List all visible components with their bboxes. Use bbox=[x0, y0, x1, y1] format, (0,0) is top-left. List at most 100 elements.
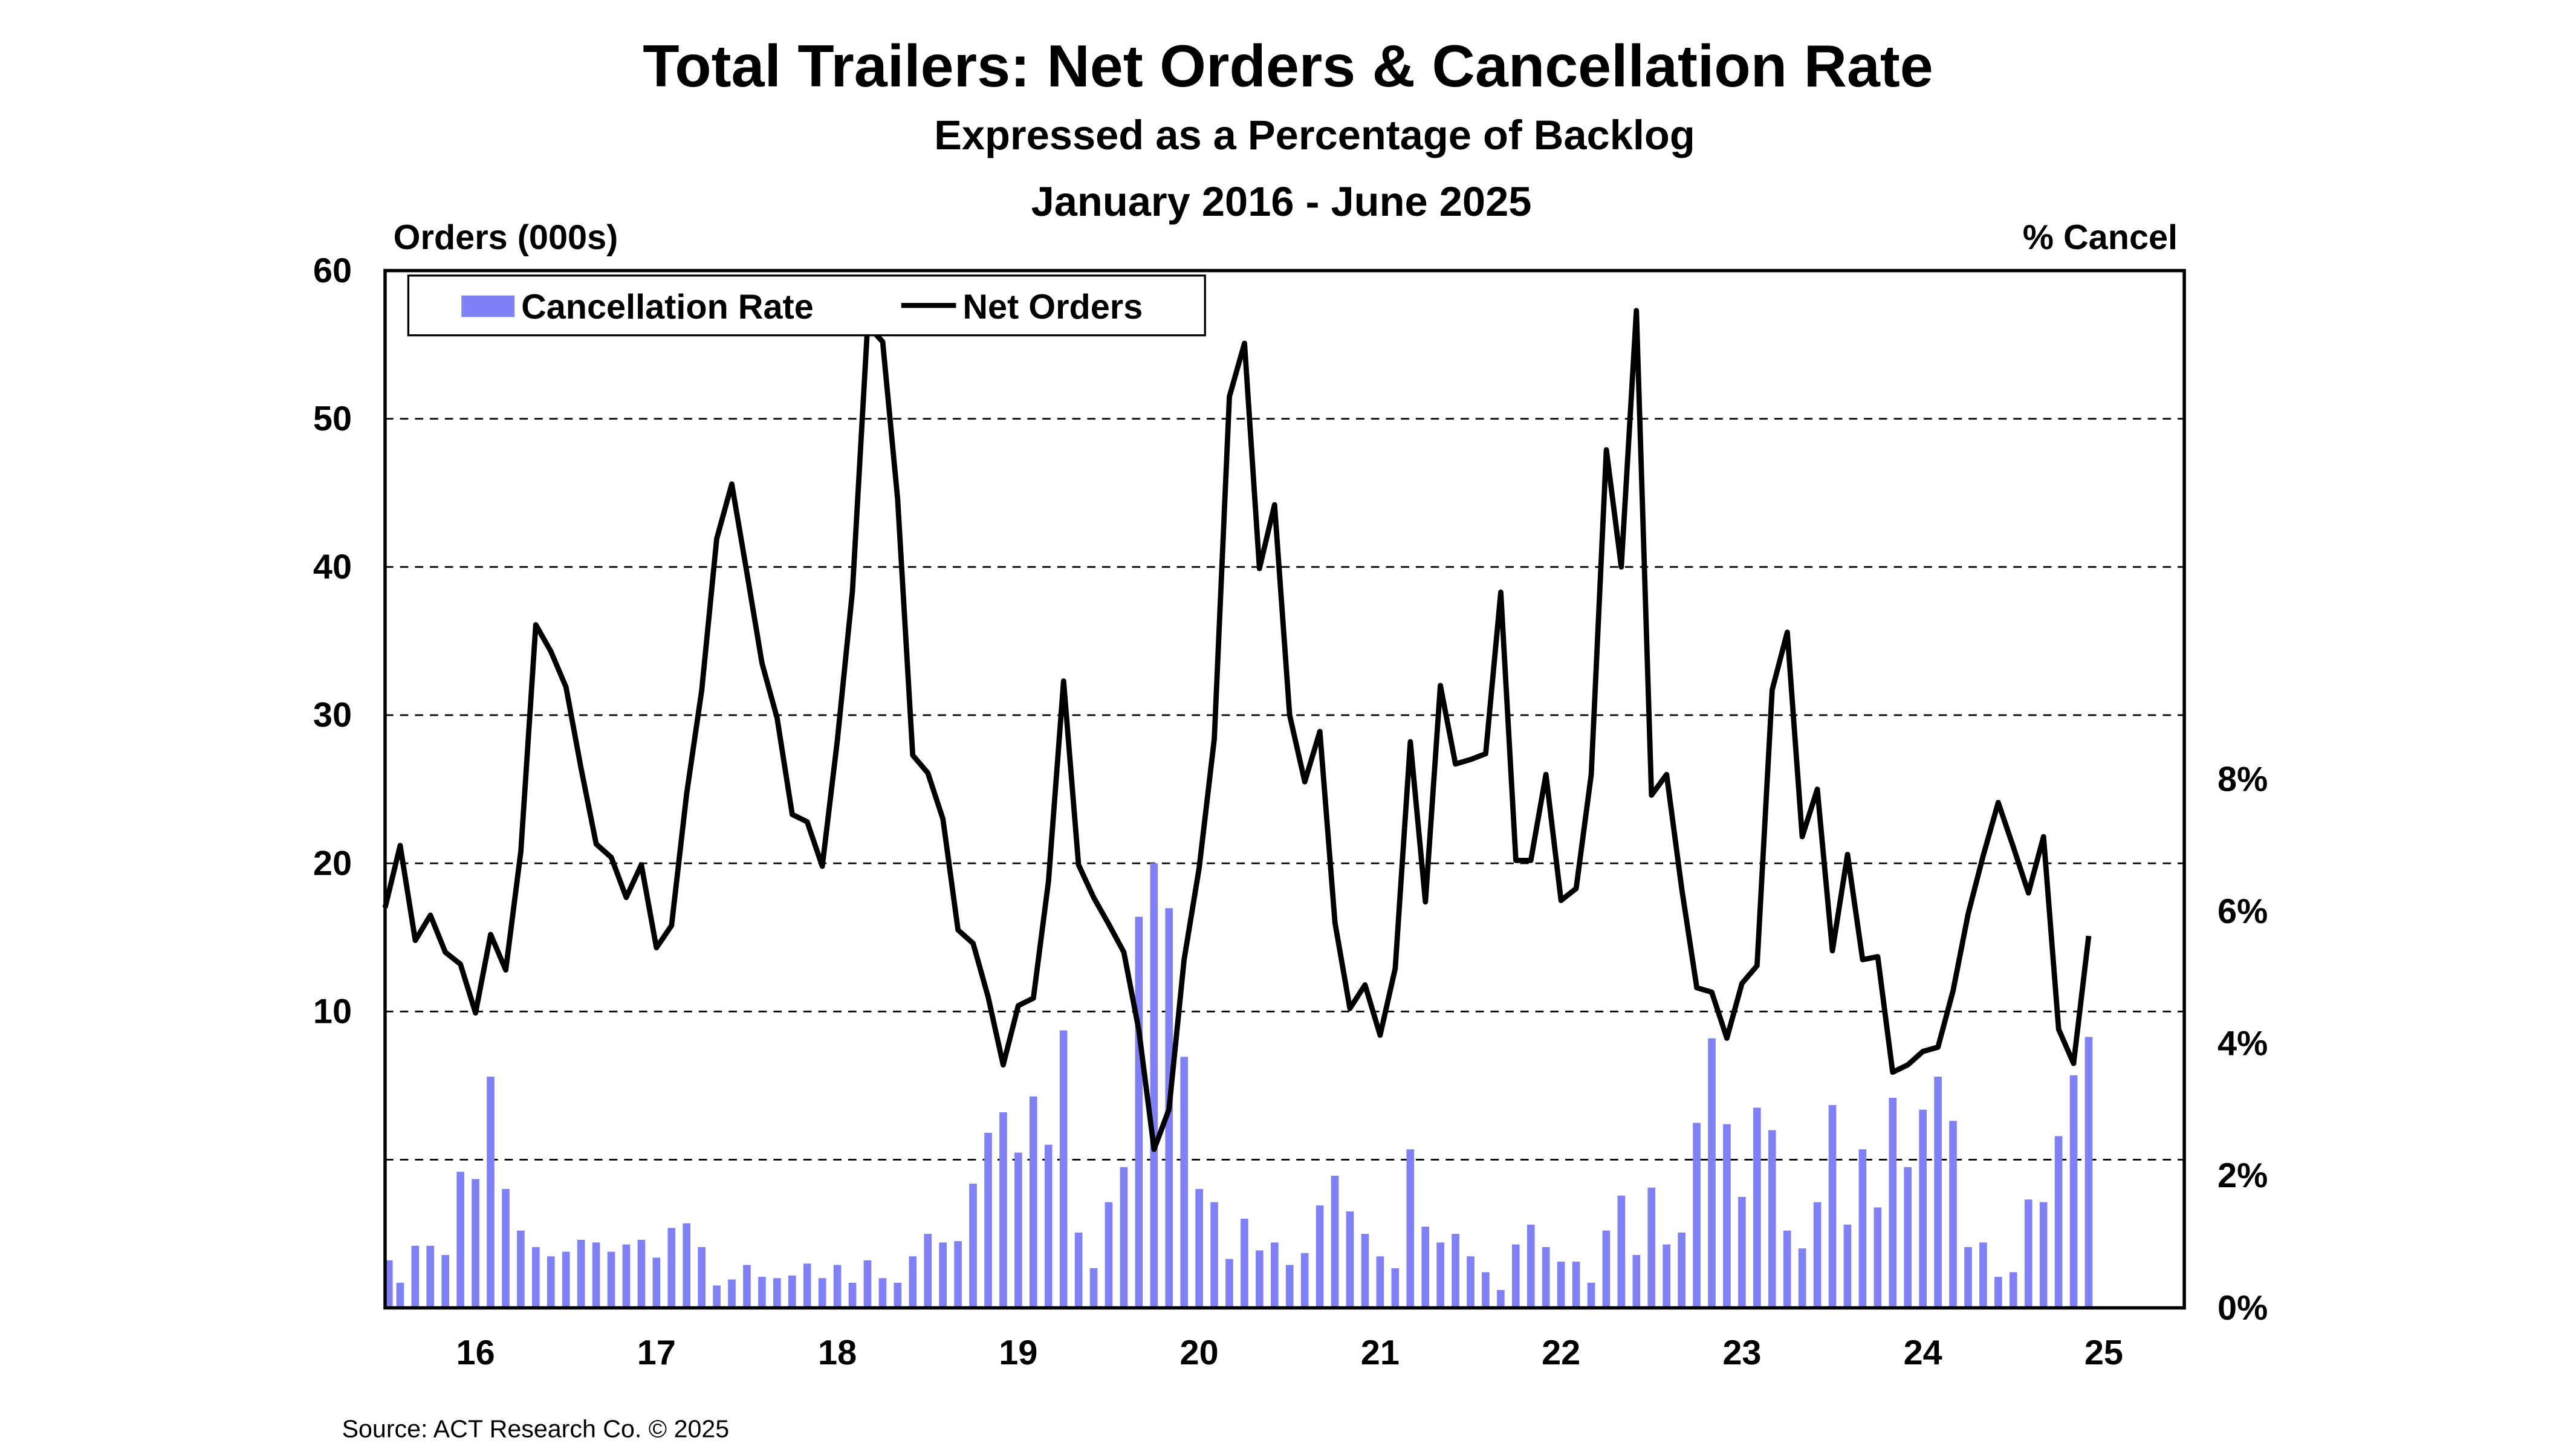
cancellation-rate-bar bbox=[1843, 1224, 1852, 1308]
right-tick-label: 8% bbox=[2218, 760, 2268, 799]
cancellation-rate-bar bbox=[1813, 1202, 1822, 1308]
cancellation-rate-bar bbox=[1376, 1256, 1384, 1308]
cancellation-rate-bar bbox=[1828, 1105, 1837, 1308]
cancellation-rate-bar bbox=[426, 1245, 435, 1308]
cancellation-rate-bar bbox=[833, 1265, 842, 1308]
x-tick-label: 17 bbox=[637, 1334, 676, 1372]
chart-subtitle: Expressed as a Percentage of Backlog bbox=[934, 112, 1695, 158]
cancellation-rate-bar bbox=[728, 1279, 736, 1308]
cancellation-rate-bar bbox=[683, 1223, 691, 1308]
cancellation-rate-bar bbox=[878, 1278, 887, 1308]
cancellation-rate-bar bbox=[622, 1244, 631, 1308]
cancellation-rate-bar bbox=[1361, 1234, 1369, 1308]
cancellation-rate-bar bbox=[1708, 1038, 1716, 1308]
cancellation-rate-bar bbox=[1467, 1256, 1475, 1308]
right-tick-label: 6% bbox=[2218, 892, 2268, 931]
left-tick-label: 10 bbox=[313, 992, 352, 1031]
cancellation-rate-bar bbox=[803, 1263, 811, 1308]
cancellation-rate-bar bbox=[1693, 1123, 1701, 1308]
cancellation-rate-bar bbox=[1542, 1246, 1550, 1308]
cancellation-rate-bar bbox=[652, 1257, 661, 1308]
cancellation-rate-bar bbox=[894, 1283, 902, 1308]
cancellation-rate-bar bbox=[1316, 1205, 1324, 1308]
cancellation-rate-bar bbox=[788, 1275, 796, 1308]
cancellation-rate-bar bbox=[1919, 1109, 1927, 1308]
cancellation-rate-bar bbox=[1150, 863, 1158, 1308]
cancellation-rate-bar bbox=[547, 1256, 555, 1308]
chart-title: Total Trailers: Net Orders & Cancellatio… bbox=[643, 33, 1933, 99]
x-tick-label: 24 bbox=[1904, 1334, 1942, 1372]
cancellation-rate-bar bbox=[1889, 1097, 1897, 1308]
gridlines bbox=[384, 418, 2185, 1161]
cancellation-rate-bar bbox=[1979, 1242, 1987, 1308]
cancellation-rate-bar bbox=[773, 1278, 781, 1308]
cancellation-rate-bar bbox=[411, 1245, 420, 1308]
right-tick-label: 4% bbox=[2218, 1025, 2268, 1063]
cancellation-rate-bars bbox=[384, 863, 2093, 1308]
cancellation-rate-bar bbox=[1120, 1167, 1128, 1308]
cancellation-rate-bar bbox=[1044, 1144, 1053, 1308]
cancellation-rate-bar bbox=[1074, 1232, 1083, 1308]
cancellation-rate-bar bbox=[502, 1188, 510, 1308]
cancellation-rate-bar bbox=[1497, 1290, 1505, 1308]
cancellation-rate-bar bbox=[472, 1179, 479, 1308]
cancellation-rate-bar bbox=[1331, 1175, 1339, 1308]
cancellation-rate-bar bbox=[1753, 1107, 1761, 1308]
x-tick-label: 19 bbox=[999, 1334, 1037, 1372]
cancellation-rate-bar bbox=[1105, 1202, 1113, 1308]
cancellation-rate-bar bbox=[1632, 1255, 1641, 1308]
cancellation-rate-bar bbox=[1934, 1077, 1942, 1308]
cancellation-rate-bar bbox=[456, 1172, 464, 1308]
x-tick-label: 18 bbox=[818, 1334, 857, 1372]
x-tick-label: 21 bbox=[1361, 1334, 1400, 1372]
x-tick-label: 20 bbox=[1180, 1334, 1219, 1372]
right-axis-title: % Cancel bbox=[2023, 218, 2178, 257]
cancellation-rate-bar bbox=[909, 1256, 917, 1308]
cancellation-rate-bar bbox=[1572, 1262, 1580, 1308]
x-axis: 16 17 18 19 20 21 22 23 24 25 bbox=[456, 1334, 2123, 1372]
x-tick-label: 16 bbox=[456, 1334, 495, 1372]
cancellation-rate-bar bbox=[1482, 1272, 1490, 1308]
right-tick-label: 0% bbox=[2218, 1289, 2268, 1327]
cancellation-rate-bar bbox=[1180, 1057, 1188, 1308]
cancellation-rate-bar bbox=[1602, 1230, 1611, 1308]
cancellation-rate-bar bbox=[441, 1255, 450, 1308]
cancellation-rate-bar bbox=[984, 1132, 992, 1308]
chart-date-range: January 2016 - June 2025 bbox=[1031, 178, 1532, 225]
net-orders-line bbox=[382, 308, 2092, 1152]
cancellation-rate-bar bbox=[999, 1112, 1007, 1308]
cancellation-rate-bar bbox=[2084, 1037, 2093, 1308]
left-tick-label: 20 bbox=[313, 844, 352, 883]
cancellation-rate-bar bbox=[1406, 1149, 1415, 1308]
legend-swatch-cancellation-rate bbox=[461, 295, 515, 317]
left-axis-title: Orders (000s) bbox=[394, 218, 618, 257]
cancellation-rate-bar bbox=[1798, 1248, 1806, 1308]
cancellation-rate-bar bbox=[1949, 1121, 1957, 1308]
cancellation-rate-bar bbox=[1526, 1224, 1535, 1308]
cancellation-rate-bar bbox=[2009, 1272, 2017, 1308]
cancellation-rate-bar bbox=[1014, 1152, 1022, 1308]
cancellation-rate-bar bbox=[562, 1251, 570, 1308]
cancellation-rate-bar bbox=[2069, 1075, 2078, 1308]
cancellation-rate-bar bbox=[1300, 1253, 1309, 1308]
cancellation-rate-bar bbox=[1089, 1268, 1098, 1308]
cancellation-rate-bar bbox=[1436, 1242, 1444, 1308]
cancellation-rate-bar bbox=[1663, 1244, 1671, 1308]
cancellation-rate-bar bbox=[848, 1283, 857, 1308]
cancellation-rate-bar bbox=[532, 1246, 540, 1308]
cancellation-rate-bar bbox=[1678, 1232, 1685, 1308]
cancellation-rate-bar bbox=[1346, 1211, 1354, 1308]
cancellation-rate-bar bbox=[2024, 1199, 2033, 1308]
cancellation-rate-bar bbox=[939, 1242, 947, 1308]
cancellation-rate-bar bbox=[1858, 1149, 1867, 1308]
cancellation-rate-bar bbox=[954, 1241, 962, 1308]
x-tick-label: 22 bbox=[1542, 1334, 1580, 1372]
cancellation-rate-bar bbox=[924, 1234, 932, 1308]
cancellation-rate-bar bbox=[1647, 1187, 1656, 1308]
cancellation-rate-bar bbox=[1994, 1277, 2002, 1308]
cancellation-rate-bar bbox=[969, 1184, 977, 1308]
cancellation-rate-bar bbox=[1029, 1096, 1037, 1308]
cancellation-rate-bar bbox=[1256, 1250, 1264, 1308]
left-tick-label: 50 bbox=[313, 400, 352, 438]
